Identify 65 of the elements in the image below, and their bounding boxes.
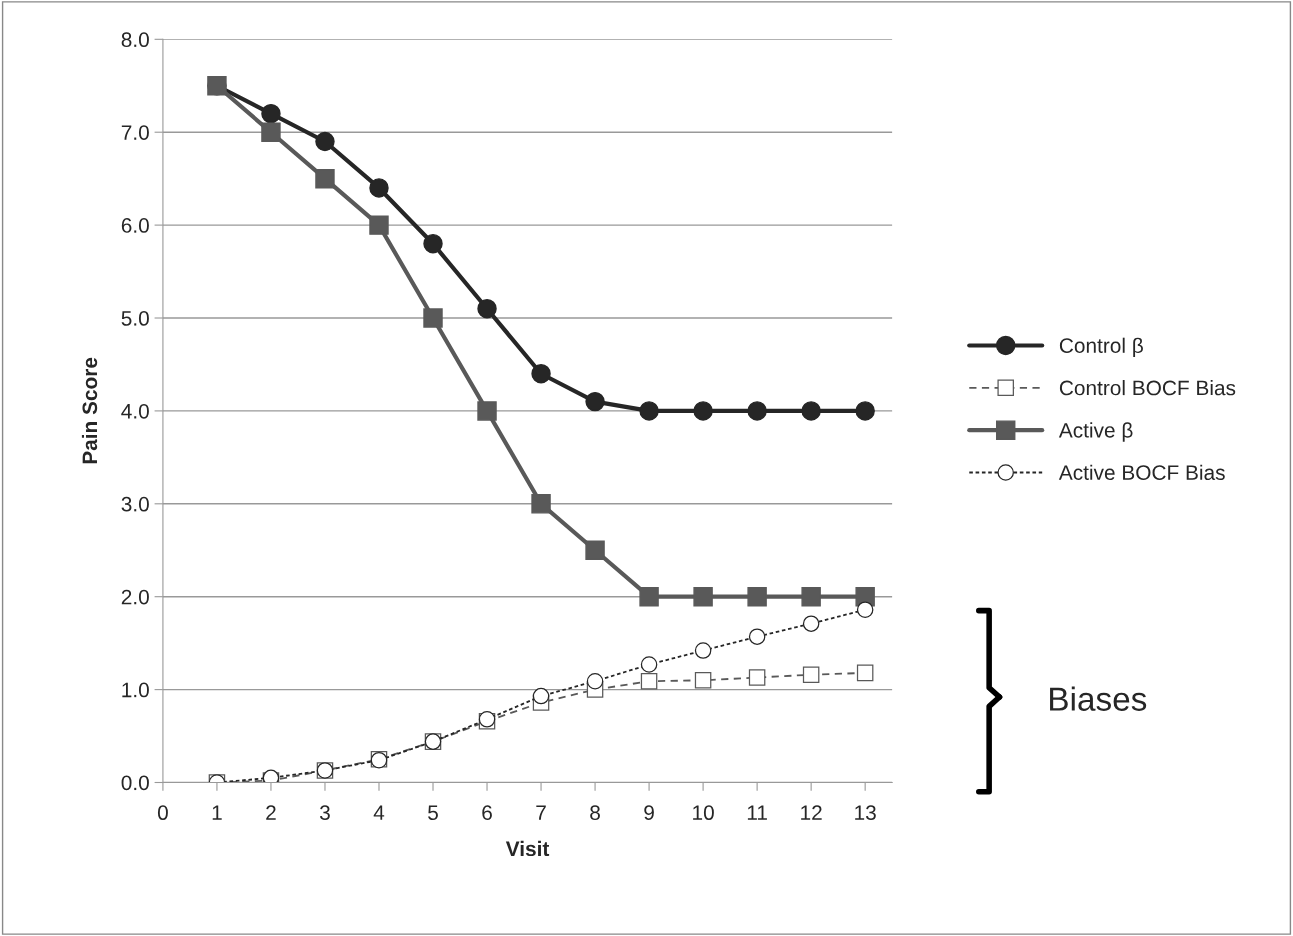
point — [801, 401, 821, 421]
point — [369, 178, 389, 198]
point — [640, 656, 658, 673]
y-tick-label: 1.0 — [122, 682, 149, 698]
y-tick-label: 3.0 — [121, 496, 149, 512]
point — [531, 364, 551, 384]
point — [261, 122, 281, 142]
point — [693, 401, 713, 421]
point — [586, 672, 604, 690]
y-tick-label: 6.0 — [121, 218, 149, 233]
point — [855, 401, 875, 421]
point — [315, 168, 335, 189]
x-tick-label: 8 — [590, 805, 600, 821]
point — [801, 586, 821, 607]
point — [423, 233, 443, 254]
x-tick-label: 3 — [319, 805, 330, 821]
point — [423, 308, 443, 328]
legend-label: Control β — [1059, 337, 1143, 358]
point — [856, 664, 874, 682]
point — [477, 401, 497, 421]
x-tick-label: 7 — [536, 805, 546, 820]
y-tick-label: 4.0 — [121, 403, 149, 419]
x-tick-label: 5 — [428, 805, 438, 821]
point — [693, 586, 713, 607]
point — [585, 540, 605, 560]
x-tick-label: 12 — [801, 805, 822, 820]
y-tick-label: 2.0 — [121, 589, 149, 605]
point — [532, 687, 550, 705]
y-tick-label: 8.0 — [121, 32, 149, 48]
x-tick-label: 11 — [747, 805, 767, 820]
x-tick-label: 9 — [644, 805, 654, 821]
x-tick-label: 13 — [855, 805, 876, 821]
point — [802, 615, 820, 632]
y-tick-label: 0.0 — [121, 775, 149, 791]
point — [315, 131, 335, 152]
point — [640, 672, 658, 690]
legend-label: Active BOCF Bias — [1058, 464, 1225, 480]
point — [856, 601, 874, 618]
legend-label: Control BOCF Bias — [1059, 380, 1236, 396]
legend-label: Active β — [1058, 422, 1133, 442]
point — [747, 401, 767, 421]
point — [748, 628, 766, 645]
point — [694, 672, 712, 689]
point — [639, 586, 659, 607]
x-tick-label: 6 — [482, 805, 492, 821]
y-tick-label: 7.0 — [121, 125, 149, 140]
point — [639, 401, 659, 421]
point — [747, 586, 767, 607]
point — [477, 298, 497, 319]
x-tick-label: 1 — [212, 805, 222, 820]
y-axis-title: Pain Score — [81, 357, 98, 464]
point — [369, 215, 389, 235]
point — [748, 669, 766, 686]
point — [531, 494, 551, 514]
x-tick-label: 0 — [157, 805, 168, 821]
x-axis-title: Visit — [505, 840, 550, 857]
point — [802, 666, 820, 683]
point — [585, 391, 605, 412]
text: Biases — [1050, 686, 1147, 711]
x-tick-label: 4 — [373, 805, 385, 820]
y-tick-label: 5.0 — [121, 311, 149, 326]
x-tick-label: 2 — [266, 805, 276, 820]
point — [261, 103, 281, 124]
x-tick-label: 10 — [693, 805, 714, 821]
point — [694, 642, 712, 659]
